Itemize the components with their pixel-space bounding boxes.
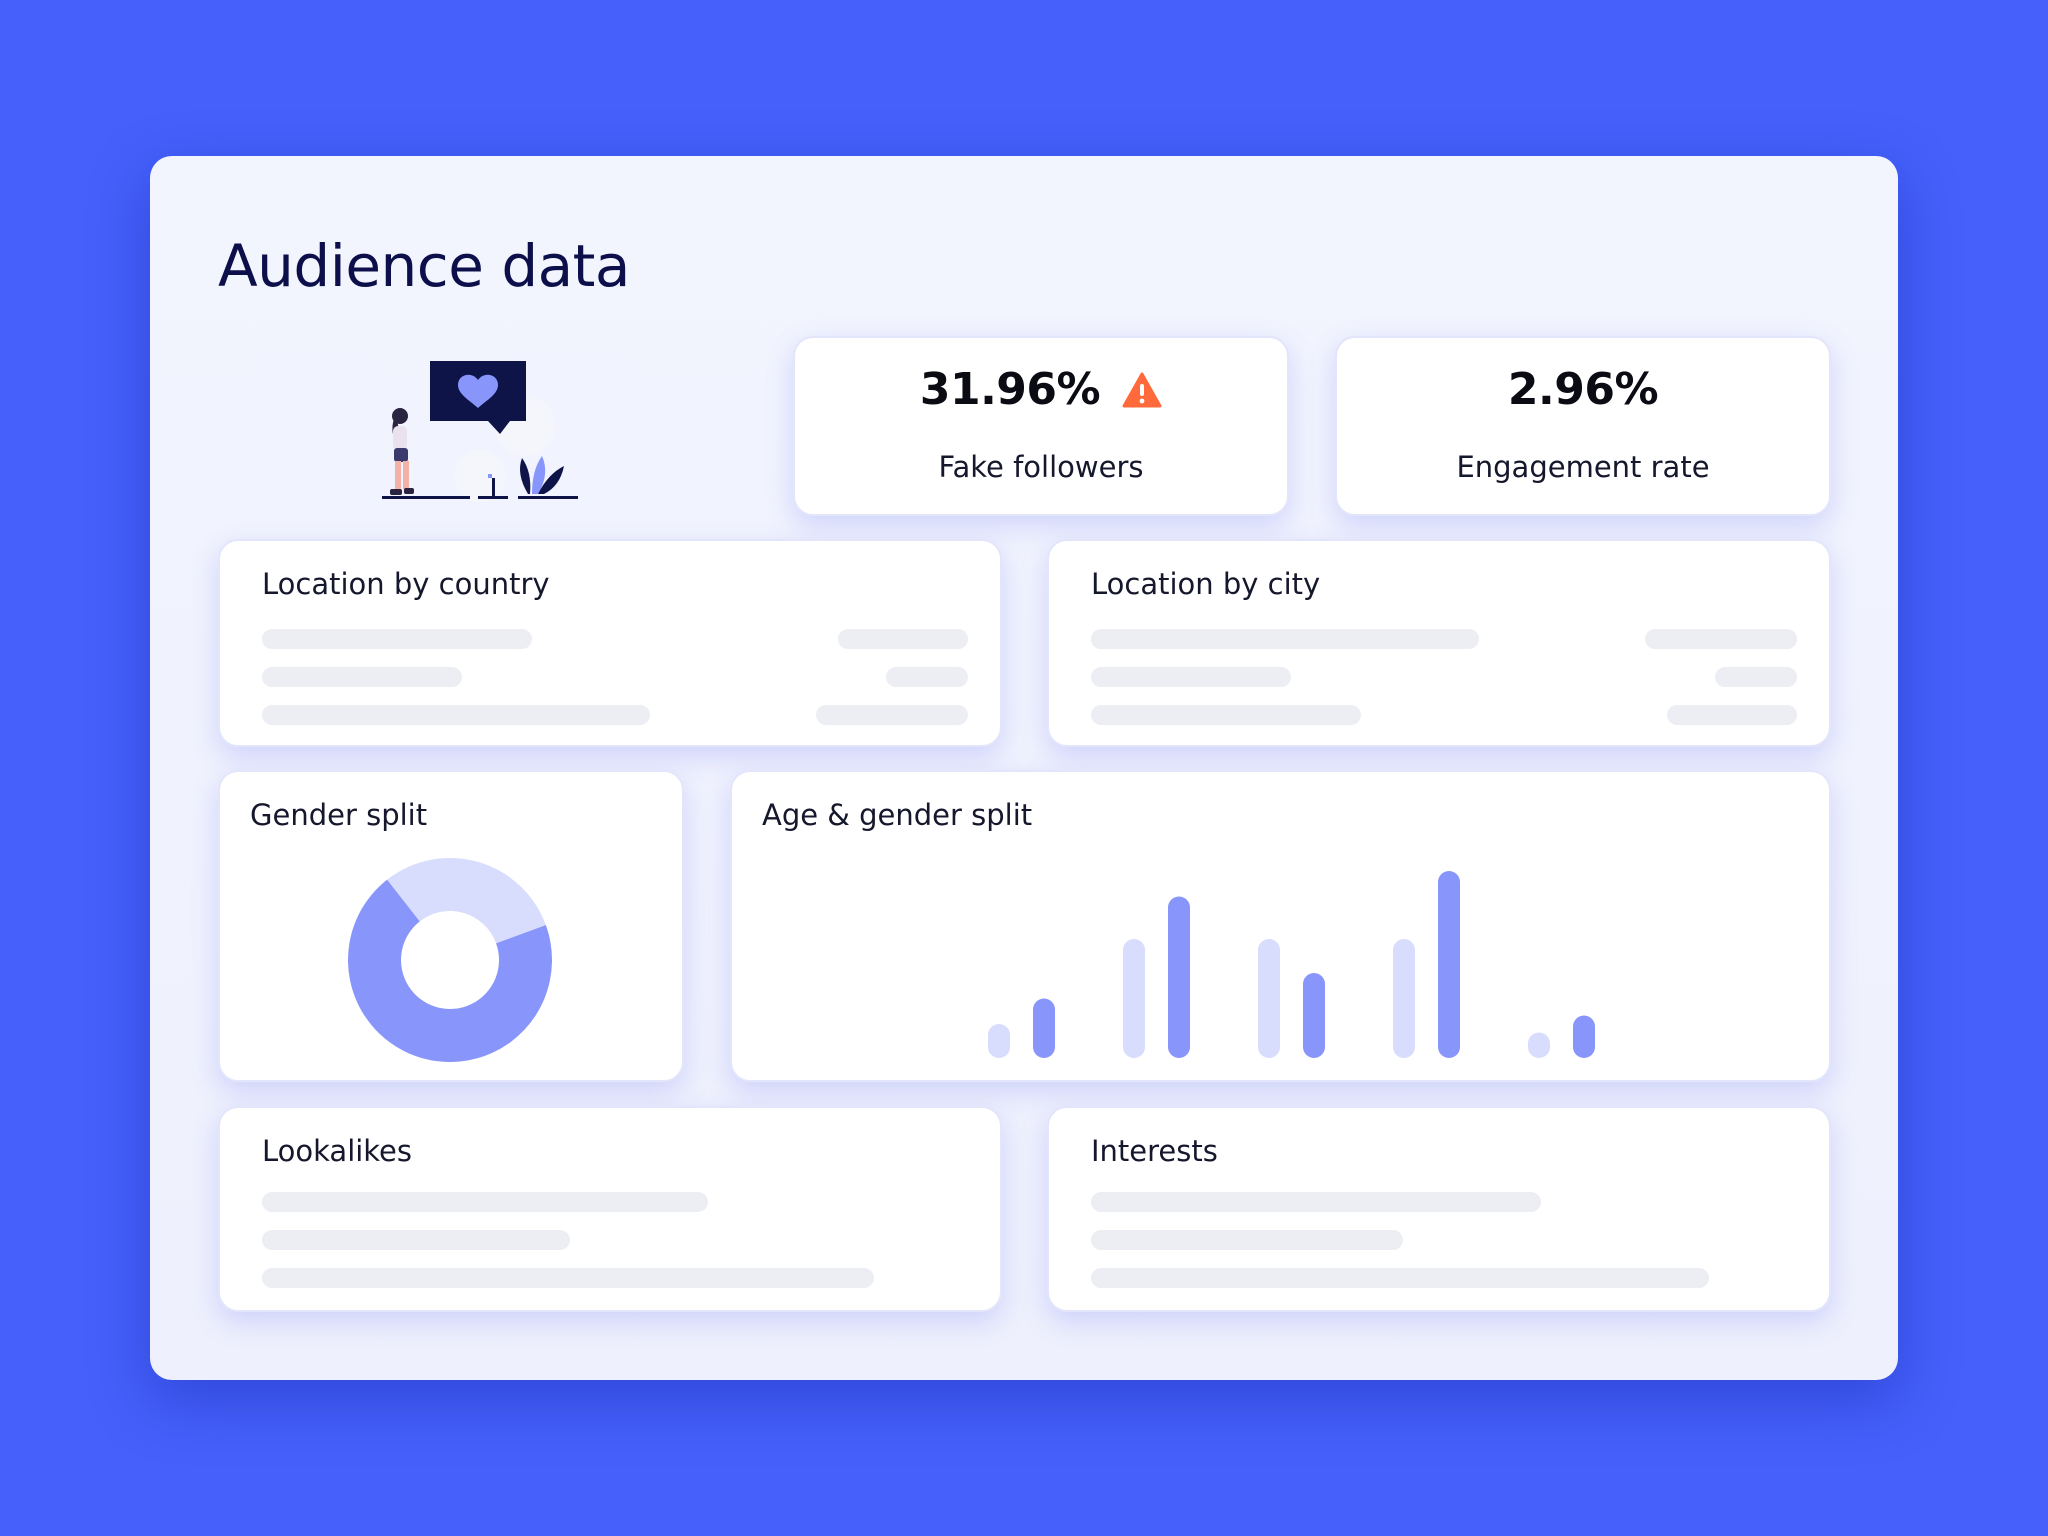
age-bar-group4-series1[interactable] [1573,1015,1595,1059]
lookalikes-title: Lookalikes [262,1134,413,1168]
skeleton-line [1091,667,1291,687]
location-by-city-card[interactable]: Location by city [1047,539,1831,747]
age-gender-split-title: Age & gender split [762,798,1033,832]
age-bar-group1-series1[interactable] [1168,896,1190,1059]
lookalikes-card[interactable]: Lookalikes [218,1106,1002,1312]
skeleton-line [262,667,462,687]
location-by-city-title: Location by city [1091,567,1321,601]
age-bar-group4-series0[interactable] [1528,1032,1550,1059]
donut-slice-1[interactable] [387,858,546,944]
fake-followers-label: Fake followers [938,450,1144,484]
skeleton-line [262,1192,708,1212]
gender-split-card[interactable]: Gender split [218,770,684,1082]
skeleton-line [1091,1230,1403,1250]
fake-followers-card: 31.96% Fake followers [793,336,1289,516]
interests-card[interactable]: Interests [1047,1106,1831,1312]
age-bar-group2-series0[interactable] [1258,939,1280,1058]
audience-illustration [382,361,578,502]
page-title: Audience data [218,232,630,300]
audience-data-panel: Audience data 31.96% [150,156,1898,1380]
interests-title: Interests [1091,1134,1218,1168]
skeleton-line [1091,1192,1541,1212]
age-bar-group3-series0[interactable] [1393,939,1415,1058]
fake-followers-value: 31.96% [919,364,1101,415]
skeleton-value [816,705,968,725]
skeleton-value [1667,705,1797,725]
location-by-country-card[interactable]: Location by country [218,539,1002,747]
location-by-country-title: Location by country [262,567,550,601]
age-gender-bar-chart [988,871,1595,1059]
skeleton-value [1645,629,1797,649]
age-bar-group3-series1[interactable] [1438,871,1460,1058]
age-gender-split-card[interactable]: Age & gender split [730,770,1831,1082]
skeleton-line [262,705,650,725]
age-bar-group0-series1[interactable] [1033,998,1055,1059]
engagement-rate-label: Engagement rate [1456,450,1710,484]
gender-donut-chart [348,858,552,1062]
warning-triangle-icon[interactable] [1122,372,1162,408]
skeleton-line [262,1230,570,1250]
engagement-rate-card: 2.96% Engagement rate [1335,336,1831,516]
skeleton-value [886,667,968,687]
donut-slice-0[interactable] [348,879,552,1062]
age-bar-group0-series0[interactable] [988,1024,1010,1058]
skeleton-value [1715,667,1797,687]
skeleton-line [1091,629,1479,649]
gender-split-title: Gender split [250,798,428,832]
age-bar-group1-series0[interactable] [1123,939,1145,1058]
skeleton-line [262,629,532,649]
skeleton-line [1091,1268,1709,1288]
skeleton-line [262,1268,874,1288]
engagement-rate-value: 2.96% [1507,364,1659,415]
skeleton-value [838,629,968,649]
skeleton-line [1091,705,1361,725]
age-bar-group2-series1[interactable] [1303,973,1325,1058]
